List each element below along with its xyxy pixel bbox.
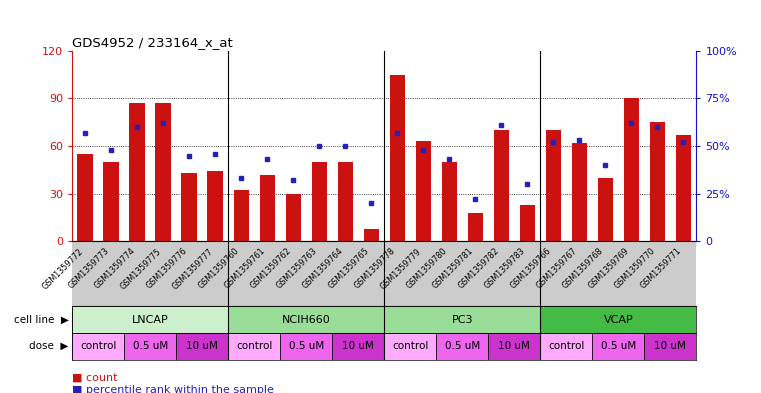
Text: 0.5 uM: 0.5 uM — [132, 341, 168, 351]
Text: GSM1359767: GSM1359767 — [535, 246, 579, 291]
Bar — [597, 178, 613, 241]
Text: GSM1359769: GSM1359769 — [587, 246, 632, 291]
Text: 0.5 uM: 0.5 uM — [288, 341, 324, 351]
Text: GSM1359763: GSM1359763 — [275, 246, 320, 291]
Text: control: control — [236, 341, 272, 351]
Text: GSM1359779: GSM1359779 — [379, 246, 423, 291]
Text: 10 uM: 10 uM — [342, 341, 374, 351]
Bar — [390, 75, 405, 241]
Text: GSM1359761: GSM1359761 — [223, 246, 267, 291]
Text: PC3: PC3 — [451, 314, 473, 325]
Bar — [72, 333, 124, 360]
Bar — [129, 103, 145, 241]
Bar — [540, 333, 592, 360]
Bar — [572, 143, 587, 241]
Text: ■ percentile rank within the sample: ■ percentile rank within the sample — [72, 385, 274, 393]
Text: 10 uM: 10 uM — [498, 341, 530, 351]
Bar — [260, 174, 275, 241]
Text: GSM1359760: GSM1359760 — [197, 246, 241, 291]
Bar — [155, 103, 171, 241]
Bar — [494, 130, 509, 241]
Text: GSM1359764: GSM1359764 — [301, 246, 345, 291]
Bar — [228, 333, 280, 360]
Bar — [280, 333, 333, 360]
Bar — [540, 306, 696, 333]
Text: GSM1359766: GSM1359766 — [509, 246, 553, 291]
Bar — [623, 98, 639, 241]
Text: GSM1359780: GSM1359780 — [405, 246, 449, 291]
Text: LNCAP: LNCAP — [132, 314, 169, 325]
Text: GSM1359772: GSM1359772 — [41, 246, 85, 291]
Bar — [78, 154, 93, 241]
Text: GDS4952 / 233164_x_at: GDS4952 / 233164_x_at — [72, 37, 233, 50]
Text: GSM1359771: GSM1359771 — [639, 246, 683, 291]
Text: 0.5 uM: 0.5 uM — [600, 341, 636, 351]
Text: GSM1359777: GSM1359777 — [170, 246, 215, 291]
Bar — [384, 306, 540, 333]
Text: GSM1359770: GSM1359770 — [613, 246, 658, 291]
Text: GSM1359765: GSM1359765 — [327, 246, 371, 291]
Text: GSM1359783: GSM1359783 — [483, 246, 527, 291]
Bar — [311, 162, 327, 241]
Bar — [333, 333, 384, 360]
Bar — [208, 171, 223, 241]
Bar — [520, 205, 535, 241]
Text: GSM1359778: GSM1359778 — [353, 246, 397, 291]
Bar — [416, 141, 431, 241]
Bar — [338, 162, 353, 241]
Bar — [436, 333, 489, 360]
Bar — [364, 229, 379, 241]
Bar — [592, 333, 645, 360]
Text: GSM1359781: GSM1359781 — [431, 246, 476, 291]
Bar — [645, 333, 696, 360]
Text: NCIH660: NCIH660 — [282, 314, 331, 325]
Text: GSM1359774: GSM1359774 — [93, 246, 137, 291]
Text: control: control — [548, 341, 584, 351]
Text: VCAP: VCAP — [603, 314, 633, 325]
Text: GSM1359773: GSM1359773 — [67, 246, 111, 291]
Bar — [384, 333, 436, 360]
Text: 0.5 uM: 0.5 uM — [444, 341, 480, 351]
Bar — [285, 194, 301, 241]
Bar — [650, 122, 665, 241]
Text: 10 uM: 10 uM — [654, 341, 686, 351]
Bar — [177, 333, 228, 360]
Text: GSM1359775: GSM1359775 — [119, 246, 164, 291]
Bar — [182, 173, 197, 241]
Text: dose  ▶: dose ▶ — [29, 341, 68, 351]
Text: GSM1359762: GSM1359762 — [249, 246, 293, 291]
Text: ■ count: ■ count — [72, 372, 118, 382]
Bar — [441, 162, 457, 241]
Bar — [546, 130, 561, 241]
Bar — [72, 306, 228, 333]
Bar — [228, 306, 384, 333]
Bar — [234, 191, 249, 241]
Bar — [489, 333, 540, 360]
Bar — [103, 162, 119, 241]
Bar — [676, 135, 691, 241]
Text: cell line  ▶: cell line ▶ — [14, 314, 68, 325]
Bar — [467, 213, 483, 241]
Bar — [124, 333, 177, 360]
Text: GSM1359768: GSM1359768 — [561, 246, 605, 291]
Text: control: control — [392, 341, 428, 351]
Text: GSM1359776: GSM1359776 — [145, 246, 189, 291]
Text: control: control — [80, 341, 116, 351]
Text: GSM1359782: GSM1359782 — [457, 246, 501, 291]
Text: 10 uM: 10 uM — [186, 341, 218, 351]
